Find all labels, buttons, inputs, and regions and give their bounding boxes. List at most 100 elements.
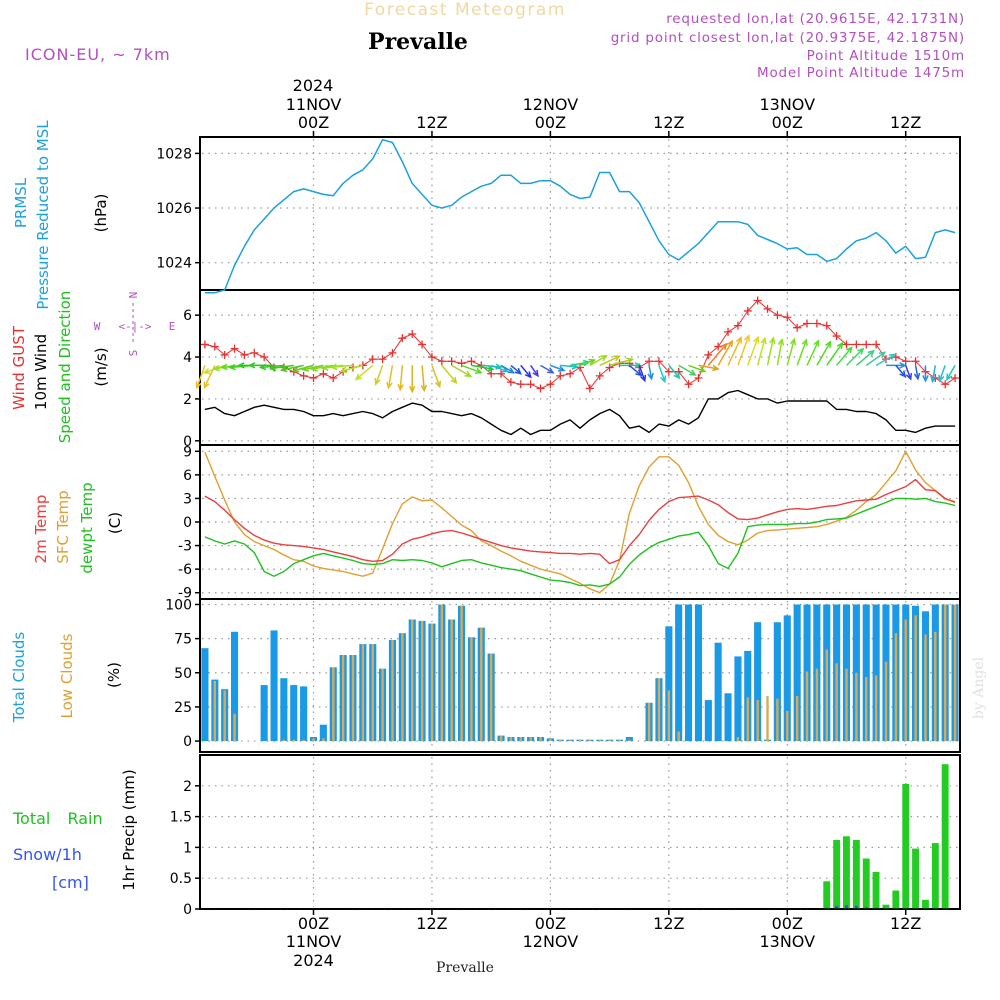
- wind-direction-arrow: [247, 362, 275, 369]
- total-cloud-bar: [625, 737, 633, 742]
- wind-direction-arrow: [628, 364, 643, 377]
- y-tick-label: 9: [183, 444, 192, 460]
- wind-direction-arrow: [806, 339, 820, 366]
- wind-gust-marker: [793, 323, 802, 332]
- wind-direction-arrow: [354, 364, 374, 381]
- low-cloud-bar: [213, 681, 216, 742]
- wind-gust-marker: [704, 350, 713, 359]
- rain-bar: [833, 840, 841, 909]
- low-cloud-bar: [519, 737, 522, 742]
- low-cloud-bar: [233, 713, 236, 742]
- total-cloud-bar: [231, 631, 239, 742]
- wind-gust-marker: [398, 334, 407, 343]
- y-tick-label: 0: [183, 515, 192, 531]
- ms-unit-label: (m/s): [92, 347, 110, 386]
- wind-direction-arrow: [510, 364, 522, 375]
- low-cloud-bar: [312, 738, 315, 741]
- y-tick-label: 6: [183, 468, 192, 484]
- grid-point-location: grid point closest lon,lat (20.9375E, 42…: [611, 30, 965, 46]
- low-cloud-bar: [884, 661, 888, 741]
- bottom-year-label: 2024: [293, 951, 334, 970]
- total-cloud-bar: [734, 656, 742, 742]
- y-tick-label: -3: [178, 539, 192, 555]
- wind-gust-marker: [645, 357, 654, 366]
- wind-gust-marker: [911, 357, 920, 366]
- compass-s: S: [127, 350, 140, 357]
- wind-gust-marker: [299, 371, 308, 380]
- wind-gust-marker: [733, 321, 742, 330]
- low-cloud-bar: [490, 653, 493, 741]
- low-cloud-bar: [529, 737, 532, 742]
- wind-gust-marker: [526, 380, 535, 389]
- wind-direction-arrow: [727, 336, 742, 366]
- low-cloud-bar: [677, 731, 680, 742]
- sfc-temp-line: [204, 450, 956, 594]
- low-cloud-bar: [322, 738, 325, 741]
- wind-direction-arrow: [481, 363, 503, 370]
- wind-gust-marker: [753, 296, 762, 305]
- wind-direction-arrow: [268, 364, 294, 372]
- total-cloud-bar: [754, 622, 762, 741]
- low-cloud-bar: [302, 739, 305, 742]
- wind-direction-arrow: [836, 346, 853, 366]
- wind-direction-arrow: [786, 337, 797, 366]
- wind-direction-arrow: [756, 336, 767, 366]
- low-cloud-bar: [549, 738, 552, 741]
- wind-direction-arrow: [386, 365, 394, 390]
- rain-bar: [882, 904, 890, 909]
- total-cloud-bar: [724, 693, 732, 742]
- top-time-label: 12Z: [416, 113, 447, 132]
- wind-gust-marker: [497, 369, 506, 378]
- low-cloud-bar: [460, 605, 463, 741]
- wind-gust-marker: [230, 344, 239, 353]
- top-time-label: 00Z: [535, 113, 566, 132]
- pressure-reduced-label: Pressure Reduced to MSL: [34, 120, 52, 310]
- compass-n: N: [127, 292, 140, 299]
- wind-gust-marker: [763, 304, 772, 313]
- point-altitude: Point Altitude 1510m: [807, 48, 965, 64]
- rain-bar: [892, 890, 900, 909]
- total-cloud-bar: [280, 678, 288, 741]
- rain-bar: [922, 899, 929, 909]
- bottom-time-label: 12Z: [890, 914, 921, 933]
- snow-label: Snow/1h: [13, 845, 82, 864]
- low-cloud-bar: [746, 697, 749, 742]
- top-date-label: 13NOV: [759, 95, 815, 114]
- low-cloud-bar: [874, 675, 878, 742]
- wind-direction-arrow: [707, 342, 728, 366]
- total-cloud-bar: [319, 724, 327, 742]
- wind-direction-arrow: [195, 365, 206, 390]
- total-clouds-label: Total Clouds: [10, 632, 28, 724]
- rain-bar: [912, 848, 919, 909]
- low-cloud-bar: [223, 690, 226, 741]
- temp-2m-label: 2m Temp: [32, 495, 50, 564]
- y-tick-label: 3: [183, 491, 192, 507]
- wind-direction-arrow: [855, 349, 876, 366]
- wind-gust-marker: [872, 340, 881, 349]
- wind-direction-arrow: [638, 365, 647, 383]
- low-cloud-bar: [341, 655, 345, 742]
- low-cloud-bar: [904, 619, 907, 742]
- y-tick-layer: 1024102610280246-9-6-30369025507510000.5…: [156, 146, 200, 918]
- low-cloud-bar: [292, 739, 295, 742]
- wind-direction-arrow: [500, 364, 516, 374]
- top-date-label: 11NOV: [286, 95, 342, 114]
- bottom-date-label: 12NOV: [523, 932, 579, 951]
- wind-gust-marker: [773, 311, 782, 320]
- low-cloud-bar: [667, 690, 670, 741]
- wind-gust-marker: [427, 353, 436, 362]
- wind-gust-marker: [951, 373, 960, 382]
- wind-direction-arrow: [490, 364, 509, 373]
- rain-bar: [931, 843, 939, 909]
- low-cloud-bar: [332, 667, 335, 742]
- wind-gust-marker: [556, 371, 565, 380]
- top-date-label: 12NOV: [523, 95, 579, 114]
- wind-direction-arrow: [698, 364, 720, 372]
- total-cloud-bar: [675, 604, 683, 742]
- low-cloud-bar: [371, 644, 374, 742]
- wind-direction-arrow: [520, 364, 532, 379]
- rain-bar: [941, 764, 949, 909]
- wind-direction-arrow: [609, 357, 634, 367]
- compass-w: W: [94, 320, 101, 333]
